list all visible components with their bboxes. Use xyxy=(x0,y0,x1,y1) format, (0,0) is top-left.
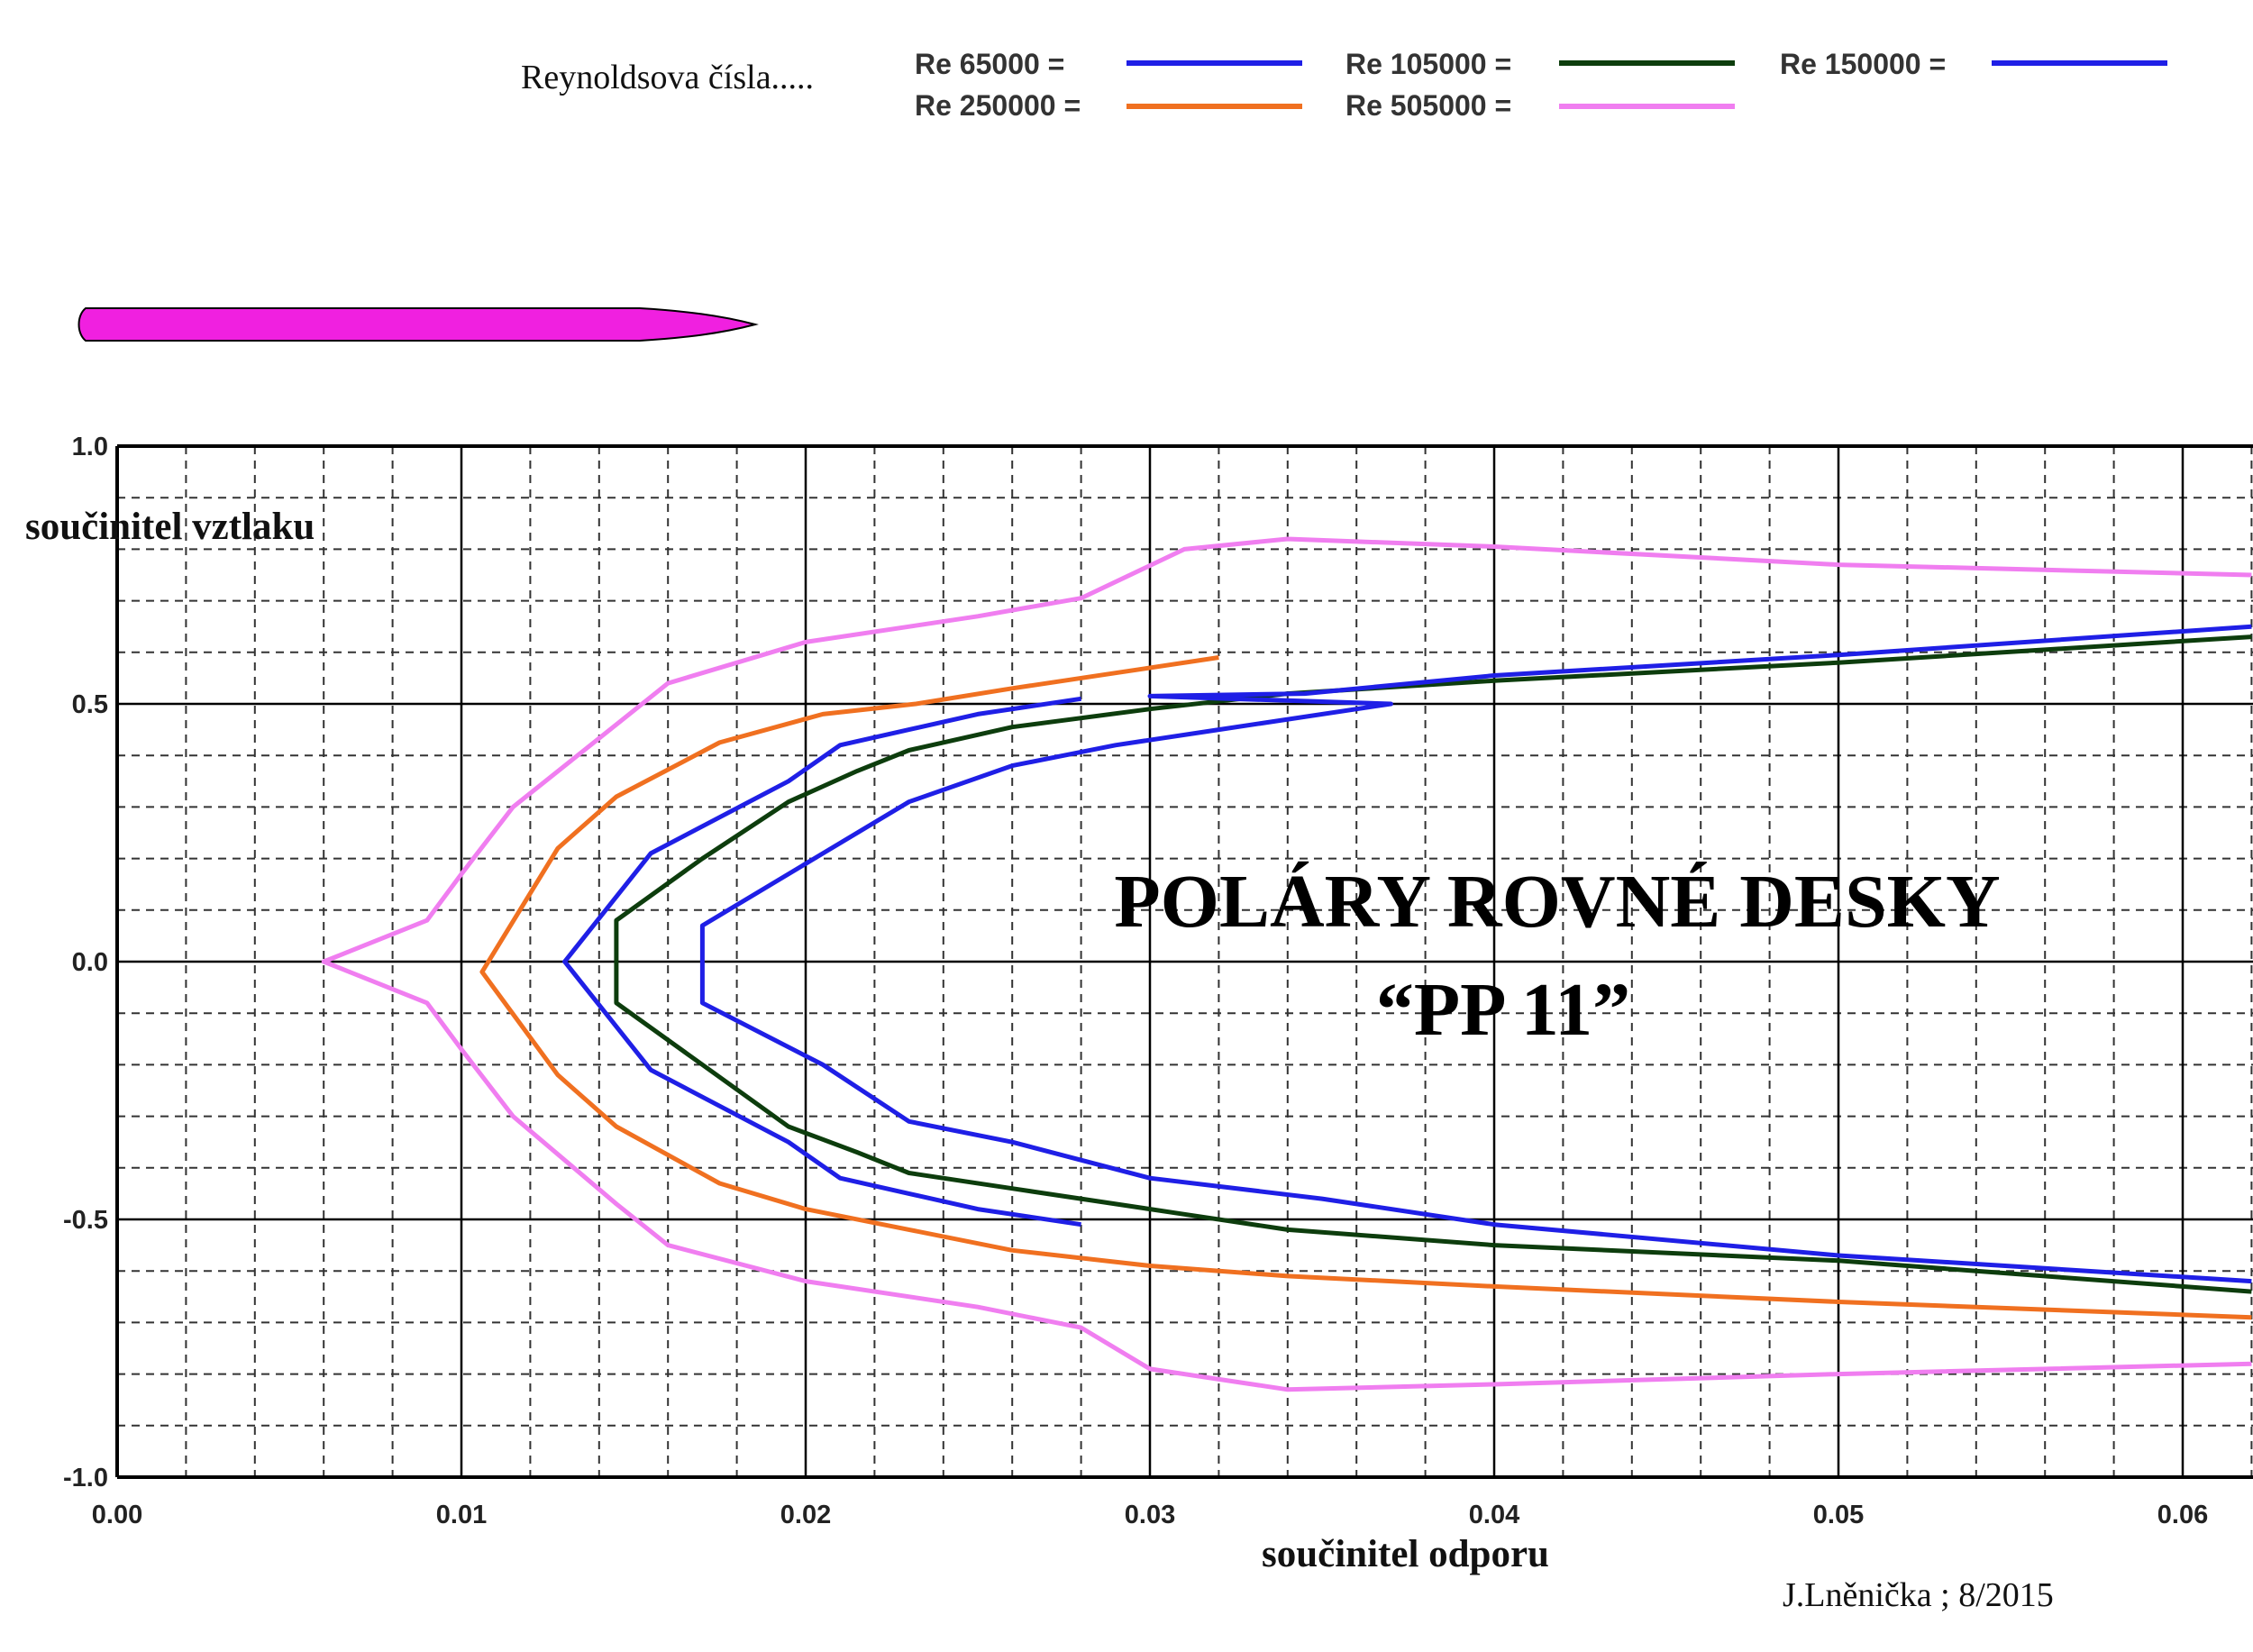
series-line-2 xyxy=(699,624,2252,1284)
x-tick-label: 0.04 xyxy=(1469,1501,1519,1529)
x-tick-label: 0.06 xyxy=(2157,1501,2208,1529)
series-line-3 xyxy=(479,655,2252,1320)
series-line-0 xyxy=(562,696,1081,1228)
x-tick-labels: 0.00 0.01 0.02 0.03 0.04 0.05 0.06 xyxy=(92,1501,2208,1529)
legend-label: Re 150000 = xyxy=(1780,48,1946,80)
series-lines xyxy=(321,536,2252,1392)
y-tick-label: 0.0 xyxy=(72,948,108,977)
flat-plate-profile-icon xyxy=(78,307,759,342)
x-tick-label: 0.01 xyxy=(436,1501,487,1529)
chart-title: POLÁRY ROVNÉ DESKY xyxy=(1114,860,2000,944)
chart-subtitle: “PP 11” xyxy=(1376,968,1630,1052)
x-tick-label: 0.02 xyxy=(780,1501,831,1529)
y-tick-label: 0.5 xyxy=(72,690,108,719)
legend-label: Re 65000 = xyxy=(915,48,1064,80)
x-tick-label: 0.05 xyxy=(1813,1501,1864,1529)
plot-area xyxy=(115,444,2253,1479)
legend-title: Reynoldsova čísla..... xyxy=(521,59,814,96)
author-note: J.Lněnička ; 8/2015 xyxy=(1783,1576,2054,1614)
x-tick-label: 0.00 xyxy=(92,1501,142,1529)
major-gridlines xyxy=(115,444,2253,1479)
legend-label: Re 105000 = xyxy=(1345,48,1511,80)
y-tick-label: -0.5 xyxy=(63,1206,108,1235)
legend-label: Re 250000 = xyxy=(915,89,1081,122)
series-line-4 xyxy=(321,536,2252,1392)
y-tick-label: 1.0 xyxy=(72,433,108,461)
legend: Reynoldsova čísla..... Re 65000 = Re 1050… xyxy=(521,48,2167,122)
y-tick-label: -1.0 xyxy=(63,1464,108,1492)
series-line-1 xyxy=(614,634,2252,1294)
y-tick-labels: 1.0 0.5 0.0 -0.5 -1.0 xyxy=(63,433,108,1492)
y-axis-label: součinitel vztlaku xyxy=(25,506,315,548)
x-tick-label: 0.03 xyxy=(1125,1501,1175,1529)
legend-label: Re 505000 = xyxy=(1345,89,1511,122)
x-axis-label: součinitel odporu xyxy=(1262,1533,1549,1575)
